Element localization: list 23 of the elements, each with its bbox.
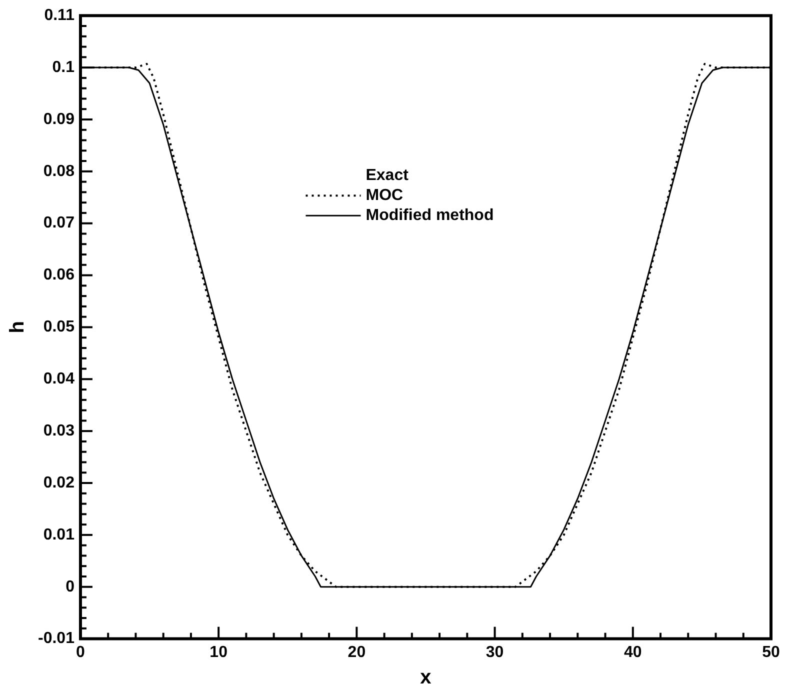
legend-label: Modified method xyxy=(366,207,494,224)
legend-title: Exact xyxy=(366,167,410,184)
y-tick-label: 0.1 xyxy=(52,58,75,76)
x-tick-label: 20 xyxy=(348,644,366,661)
y-tick-label: 0.01 xyxy=(43,526,75,544)
y-tick-label: -0.01 xyxy=(38,630,75,648)
y-tick-label: 0.11 xyxy=(44,7,75,24)
x-tick-label: 10 xyxy=(210,644,228,661)
x-tick-label: 50 xyxy=(762,644,780,661)
y-tick-label: 0.07 xyxy=(43,214,75,232)
x-tick-label: 40 xyxy=(624,644,642,661)
y-tick-label: 0.04 xyxy=(43,370,75,388)
y-tick-label: 0.02 xyxy=(43,474,75,492)
y-tick-label: 0.08 xyxy=(43,162,75,180)
y-tick-label: 0.09 xyxy=(43,110,75,128)
y-tick-label: 0.05 xyxy=(43,318,75,336)
x-axis-title: x xyxy=(420,666,432,689)
y-tick-label: 0.03 xyxy=(43,422,75,440)
y-tick-label: 0 xyxy=(66,578,75,596)
y-tick-label: 0.06 xyxy=(43,266,75,284)
legend-label: MOC xyxy=(366,187,404,204)
y-axis-title: h xyxy=(6,321,29,334)
x-tick-label: 30 xyxy=(486,644,504,661)
